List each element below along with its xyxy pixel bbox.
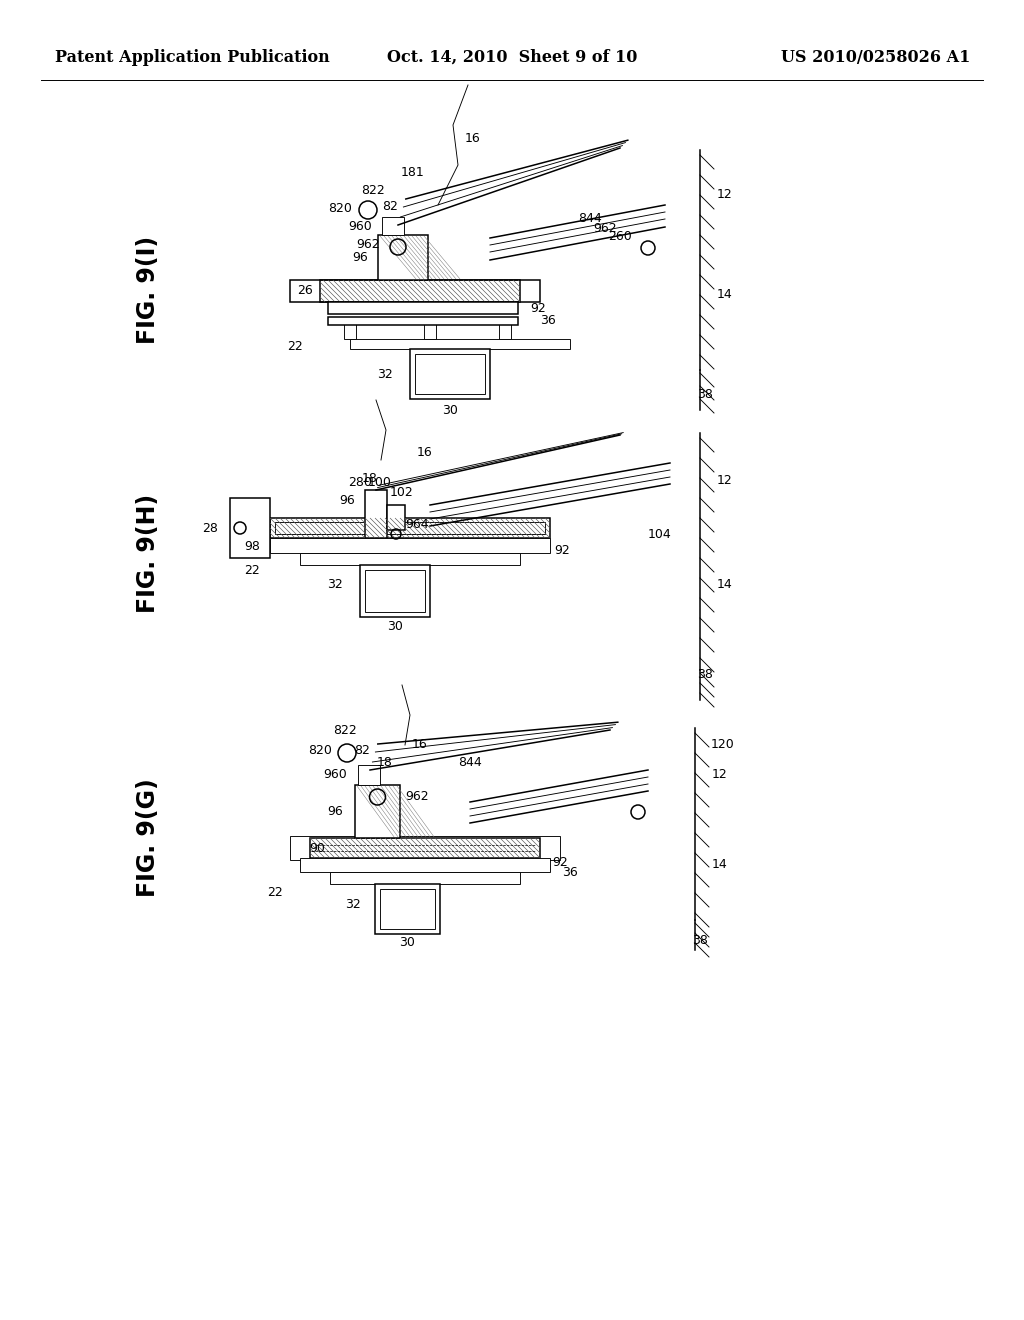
Text: 260: 260 xyxy=(608,231,632,243)
Text: 18: 18 xyxy=(377,756,393,770)
Text: 26: 26 xyxy=(297,285,313,297)
Bar xyxy=(365,570,425,612)
Text: 38: 38 xyxy=(697,388,713,401)
Bar xyxy=(350,339,570,348)
Text: 14: 14 xyxy=(712,858,728,871)
Text: 822: 822 xyxy=(333,723,357,737)
Text: 32: 32 xyxy=(345,898,360,911)
Text: 36: 36 xyxy=(540,314,556,327)
Bar xyxy=(378,235,428,280)
Text: Patent Application Publication: Patent Application Publication xyxy=(55,49,330,66)
Text: 22: 22 xyxy=(267,887,283,899)
Text: 22: 22 xyxy=(244,564,260,577)
Text: 962: 962 xyxy=(356,239,380,252)
Bar xyxy=(344,323,356,339)
Text: 181: 181 xyxy=(401,166,425,180)
Text: 280: 280 xyxy=(348,475,372,488)
Bar xyxy=(230,498,270,558)
Text: 14: 14 xyxy=(717,578,733,591)
Bar xyxy=(424,323,436,339)
Bar xyxy=(415,354,485,393)
Text: FIG. 9(I): FIG. 9(I) xyxy=(136,236,160,345)
Bar xyxy=(410,348,490,399)
Text: 16: 16 xyxy=(465,132,481,144)
Text: 820: 820 xyxy=(328,202,352,214)
Text: 92: 92 xyxy=(552,855,568,869)
Bar xyxy=(375,884,440,935)
Text: 92: 92 xyxy=(530,301,546,314)
Bar xyxy=(290,280,540,302)
Text: 12: 12 xyxy=(717,189,733,202)
Text: 30: 30 xyxy=(387,620,402,634)
Text: 32: 32 xyxy=(377,367,393,380)
Bar xyxy=(270,539,550,553)
Bar xyxy=(382,216,404,235)
Text: 96: 96 xyxy=(327,805,343,818)
Text: 98: 98 xyxy=(244,540,260,553)
Text: US 2010/0258026 A1: US 2010/0258026 A1 xyxy=(780,49,970,66)
Text: 28: 28 xyxy=(202,521,218,535)
Bar xyxy=(328,317,518,325)
Text: 36: 36 xyxy=(562,866,578,879)
Text: FIG. 9(H): FIG. 9(H) xyxy=(136,494,160,612)
Bar xyxy=(328,302,518,314)
Bar xyxy=(387,506,406,531)
Text: 90: 90 xyxy=(309,842,325,854)
Text: 82: 82 xyxy=(382,201,398,214)
Text: 100: 100 xyxy=(368,475,392,488)
Text: 964: 964 xyxy=(406,519,429,532)
Text: FIG. 9(G): FIG. 9(G) xyxy=(136,779,160,898)
Text: 38: 38 xyxy=(697,668,713,681)
Bar xyxy=(365,490,387,539)
Text: 120: 120 xyxy=(711,738,735,751)
Text: 82: 82 xyxy=(354,743,370,756)
Bar xyxy=(358,766,380,785)
Text: 96: 96 xyxy=(352,251,368,264)
Bar xyxy=(355,785,400,838)
Bar xyxy=(270,517,550,539)
Bar xyxy=(310,838,540,858)
Text: 102: 102 xyxy=(390,486,414,499)
Text: 844: 844 xyxy=(458,755,482,768)
Text: 962: 962 xyxy=(593,222,616,235)
Text: 18: 18 xyxy=(362,471,378,484)
Bar xyxy=(290,836,560,861)
Text: 30: 30 xyxy=(399,936,415,949)
Text: 96: 96 xyxy=(339,494,355,507)
Bar xyxy=(319,280,520,302)
Text: 820: 820 xyxy=(308,743,332,756)
Bar xyxy=(360,565,430,616)
Text: 12: 12 xyxy=(712,768,728,781)
Text: 30: 30 xyxy=(442,404,458,417)
Bar xyxy=(275,521,545,535)
Text: 16: 16 xyxy=(412,738,428,751)
Text: 844: 844 xyxy=(579,211,602,224)
Text: 12: 12 xyxy=(717,474,733,487)
Text: 14: 14 xyxy=(717,289,733,301)
Text: 22: 22 xyxy=(287,341,303,354)
Bar xyxy=(300,858,550,873)
Text: 822: 822 xyxy=(361,183,385,197)
Bar xyxy=(499,323,511,339)
Text: 92: 92 xyxy=(554,544,570,557)
Text: 32: 32 xyxy=(327,578,343,591)
Text: 962: 962 xyxy=(406,791,429,804)
Text: Oct. 14, 2010  Sheet 9 of 10: Oct. 14, 2010 Sheet 9 of 10 xyxy=(387,49,637,66)
Bar xyxy=(380,888,435,929)
Bar xyxy=(330,873,520,884)
Text: 960: 960 xyxy=(324,768,347,781)
Text: 104: 104 xyxy=(648,528,672,541)
Text: 38: 38 xyxy=(692,933,708,946)
Text: 960: 960 xyxy=(348,219,372,232)
Text: 16: 16 xyxy=(417,446,433,459)
Bar xyxy=(300,553,520,565)
